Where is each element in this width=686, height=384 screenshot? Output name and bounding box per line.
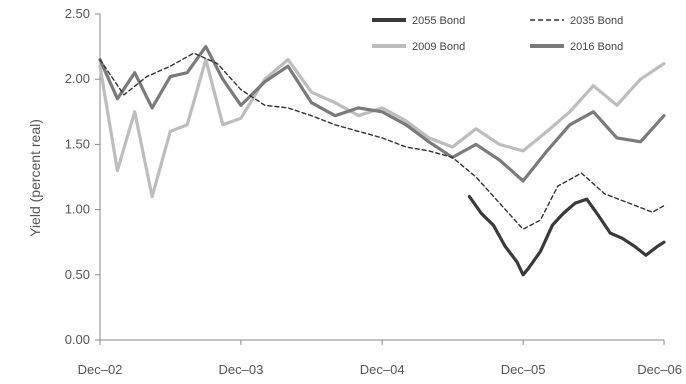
y-tick-label: 1.00 <box>65 202 90 217</box>
series-line-2055-bond <box>467 195 666 277</box>
x-tick-label: Dec–03 <box>218 362 263 377</box>
legend-label: 2055 Bond <box>412 15 465 27</box>
y-tick-label: 0.50 <box>65 267 90 282</box>
legend-label: 2009 Bond <box>412 41 465 53</box>
y-tick-label: 2.00 <box>65 71 90 86</box>
series-line-2035-bond <box>99 52 665 230</box>
y-tick-group: 0.00 0.50 1.00 1.50 2.00 2.50 <box>65 6 100 347</box>
legend-label: 2016 Bond <box>570 41 623 53</box>
x-tick-label: Dec–02 <box>78 362 123 377</box>
legend: 2055 Bond 2035 Bond 2009 Bond 2016 Bond <box>372 15 623 53</box>
series-line-2016-bond <box>98 44 666 183</box>
chart-axes <box>99 14 664 341</box>
x-tick-label: Dec–05 <box>501 362 546 377</box>
x-tick-group: Dec–02 Dec–03 Dec–04 Dec–05 Dec–06 <box>78 340 682 377</box>
x-tick-label: Dec–06 <box>637 362 682 377</box>
y-tick-label: 1.50 <box>65 136 90 151</box>
series-line-2009-bond <box>98 57 666 199</box>
series-layer <box>98 44 666 277</box>
legend-label: 2035 Bond <box>570 15 623 27</box>
y-tick-label: 0.00 <box>65 332 90 347</box>
x-tick-label: Dec–04 <box>360 362 405 377</box>
y-axis-title: Yield (percent real) <box>27 119 43 237</box>
y-tick-label: 2.50 <box>65 6 90 21</box>
